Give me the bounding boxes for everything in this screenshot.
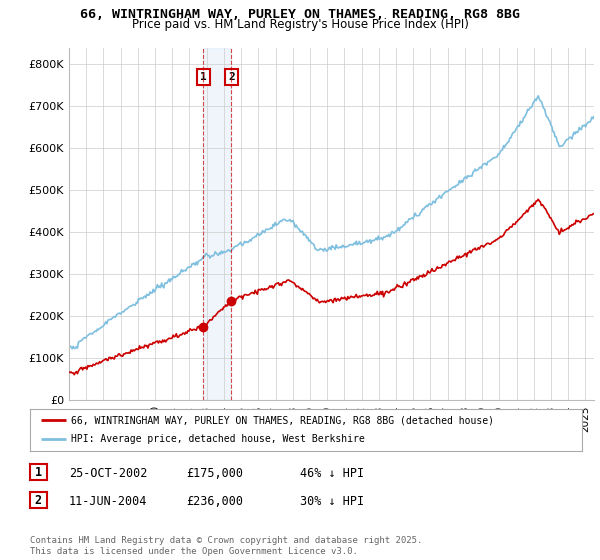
Text: HPI: Average price, detached house, West Berkshire: HPI: Average price, detached house, West… — [71, 435, 365, 445]
Text: 46% ↓ HPI: 46% ↓ HPI — [300, 466, 364, 480]
Text: 66, WINTRINGHAM WAY, PURLEY ON THAMES, READING, RG8 8BG (detached house): 66, WINTRINGHAM WAY, PURLEY ON THAMES, R… — [71, 415, 494, 425]
Text: Price paid vs. HM Land Registry's House Price Index (HPI): Price paid vs. HM Land Registry's House … — [131, 18, 469, 31]
Text: 11-JUN-2004: 11-JUN-2004 — [69, 494, 148, 508]
Text: 1: 1 — [200, 72, 207, 82]
Text: 1: 1 — [35, 465, 42, 479]
Text: 25-OCT-2002: 25-OCT-2002 — [69, 466, 148, 480]
Text: £236,000: £236,000 — [186, 494, 243, 508]
Text: 66, WINTRINGHAM WAY, PURLEY ON THAMES, READING, RG8 8BG: 66, WINTRINGHAM WAY, PURLEY ON THAMES, R… — [80, 8, 520, 21]
Text: 2: 2 — [35, 493, 42, 507]
Text: 2: 2 — [228, 72, 235, 82]
Text: 30% ↓ HPI: 30% ↓ HPI — [300, 494, 364, 508]
Text: Contains HM Land Registry data © Crown copyright and database right 2025.
This d: Contains HM Land Registry data © Crown c… — [30, 536, 422, 556]
Text: £175,000: £175,000 — [186, 466, 243, 480]
Bar — [203, 48, 232, 400]
